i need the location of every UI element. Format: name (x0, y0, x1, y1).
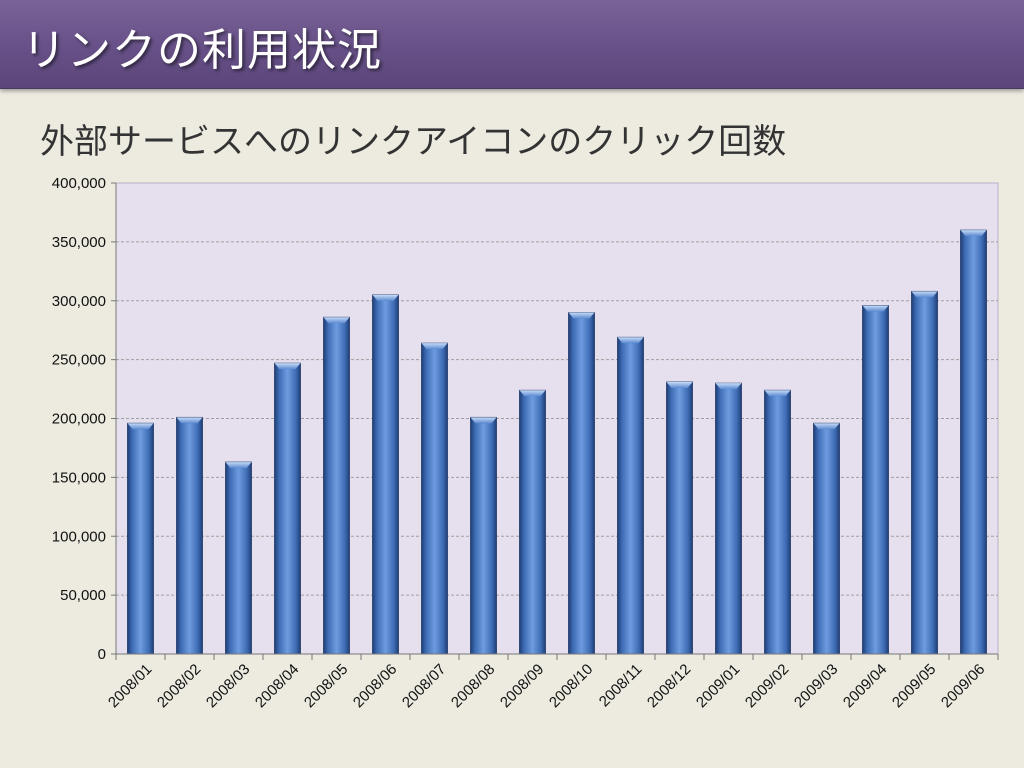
bar (372, 294, 399, 655)
bar-body (568, 312, 595, 655)
y-tick-label: 0 (98, 646, 106, 663)
bar (715, 382, 742, 655)
bar-body (666, 381, 693, 655)
x-tick-label: 2009/01 (693, 661, 743, 711)
x-tick-label: 2008/06 (350, 661, 400, 711)
bar-body (617, 336, 644, 655)
bar-bevel (127, 423, 154, 430)
bar-bevel (715, 383, 742, 390)
bar (127, 422, 154, 655)
bar (421, 342, 448, 655)
bar-body (421, 342, 448, 655)
bar-bevel (960, 230, 987, 237)
bar-bevel (666, 381, 693, 388)
bar-bevel (421, 343, 448, 350)
x-tick-label: 2008/11 (596, 661, 646, 711)
y-tick-label: 400,000 (52, 175, 106, 192)
bar-body (127, 422, 154, 655)
bar-body (274, 362, 301, 655)
bar-bevel (764, 390, 791, 397)
y-tick-label: 200,000 (52, 411, 106, 428)
bar (813, 422, 840, 655)
bar-bevel (470, 417, 497, 424)
bar-bevel (617, 337, 644, 344)
bar (568, 312, 595, 655)
y-tick-label: 150,000 (52, 469, 106, 486)
bar (323, 316, 350, 655)
y-tick-label: 350,000 (52, 234, 106, 251)
bar-bevel (274, 363, 301, 370)
chart-title: 外部サービスへのリンクアイコンのクリック回数 (40, 122, 787, 162)
bar-body (813, 422, 840, 655)
bar (176, 416, 203, 655)
x-tick-label: 2009/05 (889, 661, 939, 711)
bar-body (176, 416, 203, 655)
x-tick-label: 2008/12 (644, 661, 694, 711)
bar-body (764, 389, 791, 655)
y-tick-label: 100,000 (52, 528, 106, 545)
bar-bevel (519, 390, 546, 397)
x-tick-label: 2008/09 (497, 661, 547, 711)
x-tick-label: 2008/01 (105, 661, 155, 711)
bar-body (323, 316, 350, 655)
slide-header: リンクの利用状況 (0, 0, 1024, 89)
x-tick-label: 2008/10 (546, 661, 596, 711)
bar (519, 389, 546, 655)
bar-bevel (568, 312, 595, 319)
bar-bevel (323, 317, 350, 324)
x-tick-label: 2008/08 (448, 661, 498, 711)
y-tick-label: 50,000 (60, 587, 106, 604)
x-tick-label: 2008/03 (203, 661, 253, 711)
x-tick-label: 2008/04 (252, 661, 302, 711)
bar-body (372, 294, 399, 655)
bar-body (225, 461, 252, 655)
bar-bevel (911, 291, 938, 298)
x-tick-label: 2008/05 (301, 661, 351, 711)
bar-bevel (225, 462, 252, 469)
bar-body (911, 290, 938, 655)
bar-bevel (813, 423, 840, 430)
bar (666, 381, 693, 655)
bar (911, 290, 938, 655)
x-tick-label: 2008/02 (154, 661, 204, 711)
bar-bevel (862, 305, 889, 312)
bar-bevel (176, 417, 203, 424)
x-tick-label: 2009/03 (791, 661, 841, 711)
bar-bevel (372, 294, 399, 301)
bar (470, 416, 497, 655)
bar-body (862, 305, 889, 655)
bar (862, 305, 889, 655)
bar-body (960, 229, 987, 655)
bar (960, 229, 987, 655)
x-tick-label: 2009/02 (742, 661, 792, 711)
bar (225, 461, 252, 655)
x-tick-label: 2009/04 (840, 661, 890, 711)
y-tick-label: 300,000 (52, 293, 106, 310)
bar (617, 336, 644, 655)
bar-body (470, 416, 497, 655)
bar-body (715, 382, 742, 655)
x-tick-label: 2008/07 (399, 661, 449, 711)
y-tick-label: 250,000 (52, 352, 106, 369)
bar (274, 362, 301, 655)
bar (764, 389, 791, 655)
bar-body (519, 389, 546, 655)
x-tick-label: 2009/06 (938, 661, 988, 711)
slide-title: リンクの利用状況 (22, 25, 382, 76)
